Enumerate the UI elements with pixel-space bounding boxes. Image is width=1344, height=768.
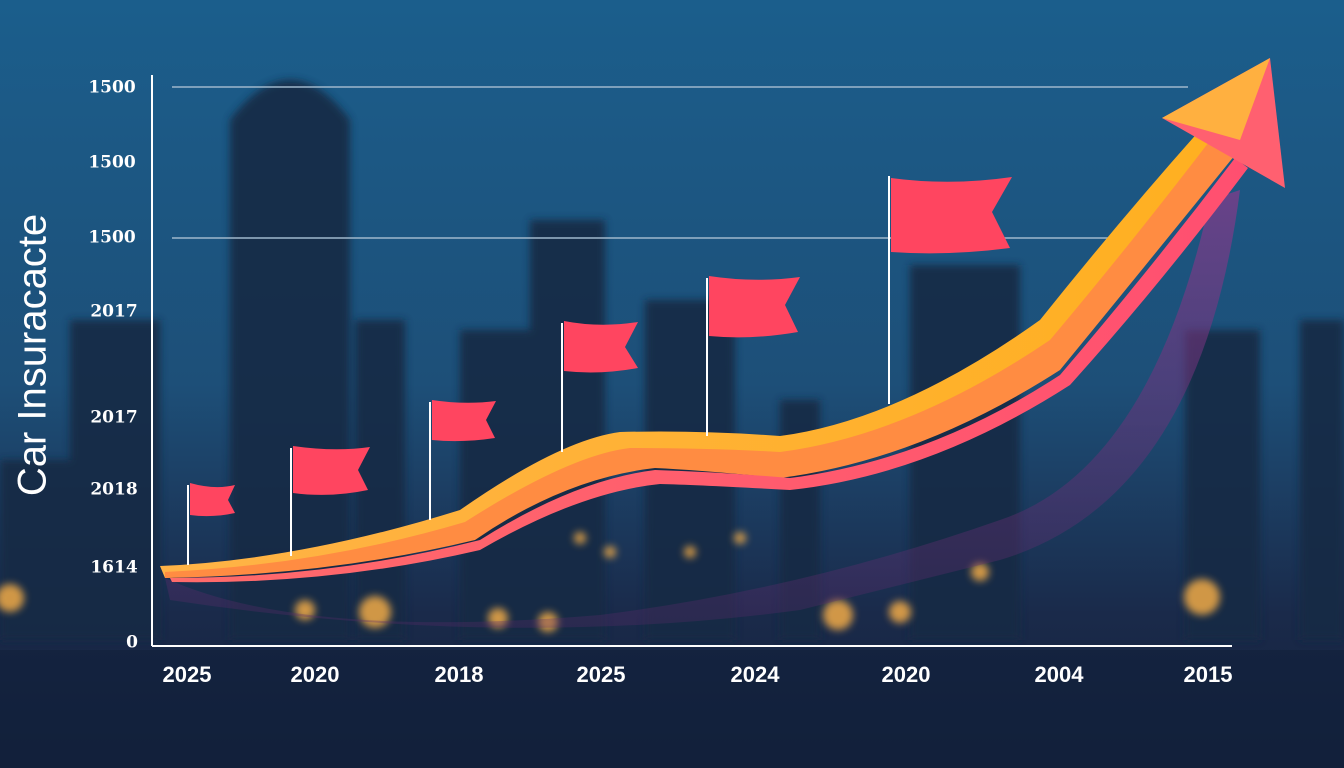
x-tick-label: 2025 bbox=[577, 662, 626, 687]
x-tick-label: 2018 bbox=[435, 662, 484, 687]
y-tick-label: 1500 bbox=[88, 228, 135, 248]
arrow-head bbox=[1162, 58, 1270, 140]
chart-title: Car Insuracacte bbox=[11, 214, 55, 496]
y-tick-label: 1500 bbox=[88, 153, 135, 173]
x-tick-label: 2024 bbox=[731, 662, 781, 687]
y-tick-label: 2017 bbox=[90, 408, 137, 428]
water bbox=[0, 650, 1344, 768]
y-tick-label: 0 bbox=[126, 633, 138, 653]
x-tick-label: 2025 bbox=[163, 662, 212, 687]
trend-band bbox=[160, 130, 1225, 578]
y-tick-label: 2018 bbox=[90, 480, 137, 500]
y-tick-label: 1614 bbox=[90, 558, 137, 578]
x-tick-label: 2004 bbox=[1035, 662, 1085, 687]
x-tick-label: 2020 bbox=[882, 662, 931, 687]
flags bbox=[187, 176, 1012, 565]
x-tick-label: 2015 bbox=[1184, 662, 1233, 687]
x-tick-label: 2020 bbox=[291, 662, 340, 687]
y-tick-label: 1500 bbox=[88, 78, 135, 98]
skyline bbox=[0, 80, 1344, 640]
y-tick-label: 2017 bbox=[90, 302, 137, 322]
